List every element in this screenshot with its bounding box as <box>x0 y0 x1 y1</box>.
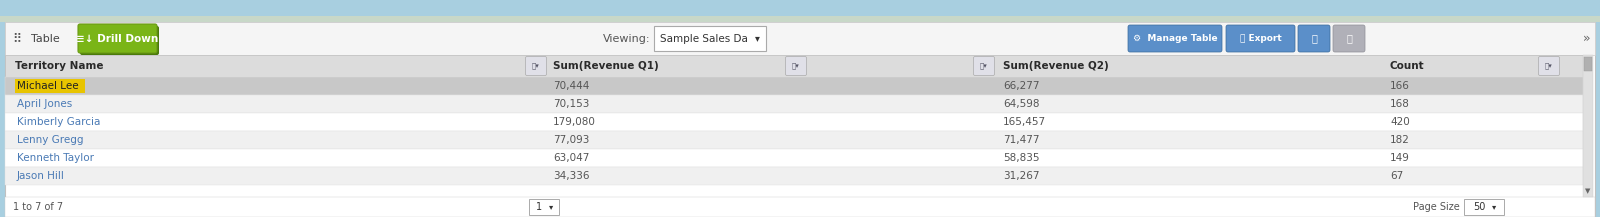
Text: Territory Name: Territory Name <box>14 61 104 71</box>
Text: ▾: ▾ <box>1491 202 1496 212</box>
FancyBboxPatch shape <box>1298 25 1330 52</box>
Text: ⬦▾: ⬦▾ <box>981 63 987 69</box>
Text: 66,277: 66,277 <box>1003 81 1040 91</box>
Text: 70,444: 70,444 <box>554 81 589 91</box>
Text: Sum(Revenue Q2): Sum(Revenue Q2) <box>1003 61 1109 71</box>
Text: ⬛ Export: ⬛ Export <box>1240 34 1282 43</box>
Bar <box>5 113 1582 131</box>
Text: 1 to 7 of 7: 1 to 7 of 7 <box>13 202 62 212</box>
Text: ▼: ▼ <box>1586 188 1590 194</box>
FancyBboxPatch shape <box>1464 199 1504 215</box>
Text: 50: 50 <box>1474 202 1485 212</box>
FancyBboxPatch shape <box>1226 25 1294 52</box>
Bar <box>5 131 1582 149</box>
Text: 📊: 📊 <box>1310 33 1317 43</box>
Text: 420: 420 <box>1390 117 1410 127</box>
Bar <box>0 16 1600 22</box>
Text: Kimberly Garcia: Kimberly Garcia <box>18 117 101 127</box>
Text: 165,457: 165,457 <box>1003 117 1046 127</box>
Bar <box>5 77 1582 95</box>
Text: Sample Sales Da: Sample Sales Da <box>661 33 747 43</box>
Bar <box>5 55 1582 77</box>
Bar <box>5 95 1582 113</box>
Text: ▲: ▲ <box>1586 58 1590 64</box>
Text: ⬦▾: ⬦▾ <box>1546 63 1554 69</box>
Text: April Jones: April Jones <box>18 99 72 109</box>
Bar <box>5 197 1595 217</box>
Text: Page Size: Page Size <box>1413 202 1459 212</box>
Text: 📍: 📍 <box>1346 33 1352 43</box>
Bar <box>5 149 1582 167</box>
Text: ▾: ▾ <box>755 33 760 43</box>
Text: 149: 149 <box>1390 153 1410 163</box>
Bar <box>0 0 1600 22</box>
Text: 64,598: 64,598 <box>1003 99 1040 109</box>
FancyBboxPatch shape <box>1539 56 1560 76</box>
Text: 58,835: 58,835 <box>1003 153 1040 163</box>
Text: ⬦▾: ⬦▾ <box>533 63 539 69</box>
Text: 1: 1 <box>536 202 542 212</box>
Text: ≡↓ Drill Down: ≡↓ Drill Down <box>77 33 158 43</box>
FancyBboxPatch shape <box>973 56 995 76</box>
Text: 34,336: 34,336 <box>554 171 589 181</box>
Text: 166: 166 <box>1390 81 1410 91</box>
Text: Michael Lee: Michael Lee <box>18 81 78 91</box>
Text: Kenneth Taylor: Kenneth Taylor <box>18 153 94 163</box>
Text: 182: 182 <box>1390 135 1410 145</box>
Text: Viewing:: Viewing: <box>603 33 650 43</box>
Bar <box>5 22 1595 217</box>
Bar <box>5 167 1582 185</box>
Text: 70,153: 70,153 <box>554 99 589 109</box>
Text: Sum(Revenue Q1): Sum(Revenue Q1) <box>554 61 659 71</box>
Text: ⚙  Manage Table: ⚙ Manage Table <box>1133 34 1218 43</box>
Text: 71,477: 71,477 <box>1003 135 1040 145</box>
Text: Jason Hill: Jason Hill <box>18 171 66 181</box>
Text: Count: Count <box>1390 61 1424 71</box>
FancyBboxPatch shape <box>80 26 158 55</box>
Text: ⠿: ⠿ <box>13 32 21 45</box>
Bar <box>14 79 85 93</box>
Text: ⬦▾: ⬦▾ <box>792 63 800 69</box>
Text: ▾: ▾ <box>549 202 554 212</box>
Text: 168: 168 <box>1390 99 1410 109</box>
Bar <box>1582 55 1594 197</box>
FancyBboxPatch shape <box>654 26 766 51</box>
Text: 31,267: 31,267 <box>1003 171 1040 181</box>
FancyBboxPatch shape <box>1128 25 1222 52</box>
Text: Table: Table <box>30 33 59 43</box>
FancyBboxPatch shape <box>525 56 547 76</box>
Bar <box>1584 57 1592 71</box>
FancyBboxPatch shape <box>78 24 157 53</box>
FancyBboxPatch shape <box>1333 25 1365 52</box>
FancyBboxPatch shape <box>530 199 558 215</box>
Text: 67: 67 <box>1390 171 1403 181</box>
Text: 77,093: 77,093 <box>554 135 589 145</box>
Bar <box>5 22 1595 55</box>
Text: 63,047: 63,047 <box>554 153 589 163</box>
Text: Lenny Gregg: Lenny Gregg <box>18 135 83 145</box>
FancyBboxPatch shape <box>786 56 806 76</box>
Text: 179,080: 179,080 <box>554 117 595 127</box>
Text: »: » <box>1582 32 1590 45</box>
